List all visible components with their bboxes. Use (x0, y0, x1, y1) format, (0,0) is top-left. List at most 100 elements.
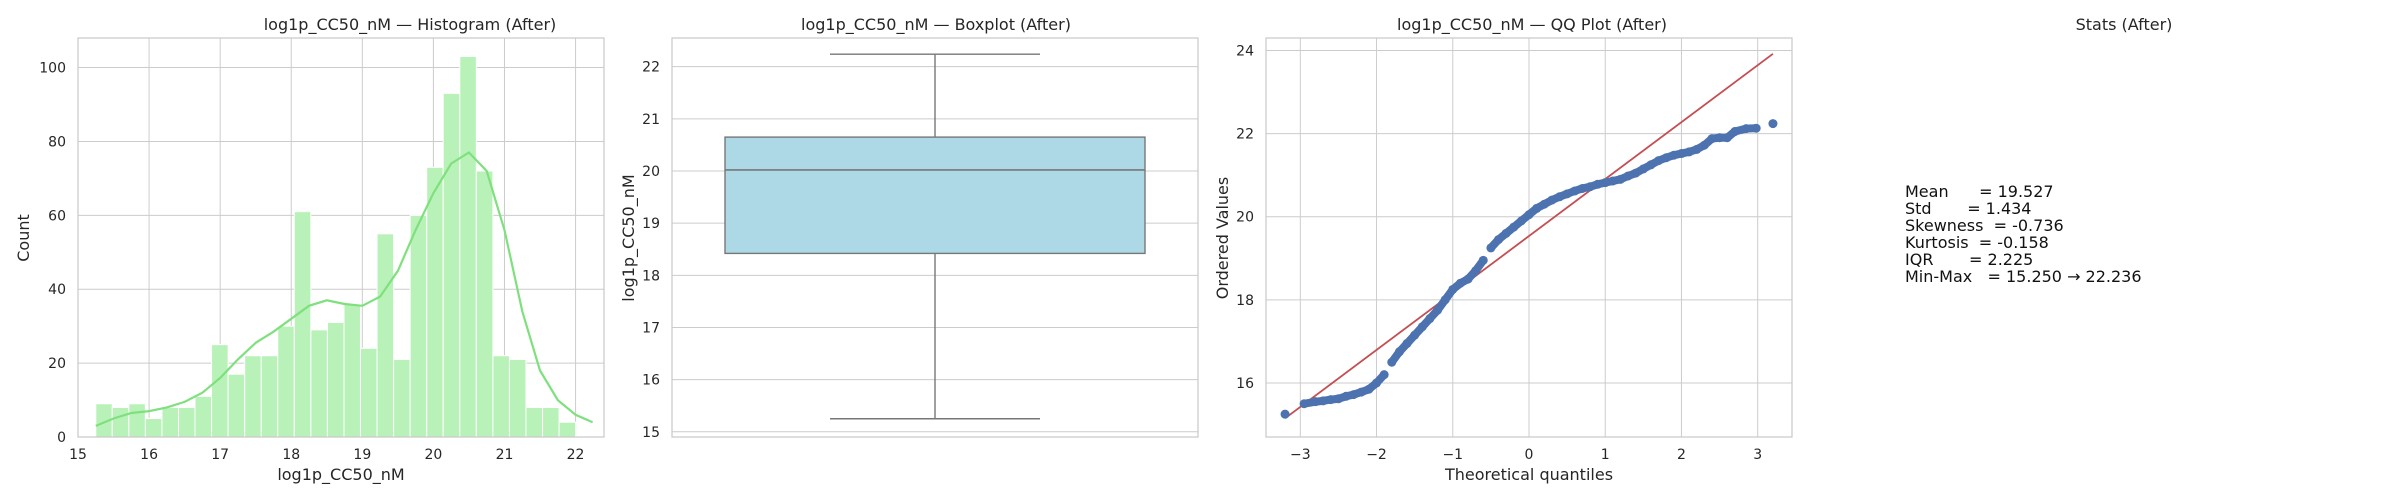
qqplot-point (1570, 186, 1580, 196)
qqplot-point (1356, 387, 1366, 397)
qqplot-point (1494, 235, 1504, 245)
boxplot-y-ticks: 15 16 17 18 19 20 21 22 (642, 60, 660, 441)
histogram-bar (426, 166, 444, 438)
boxplot-y-label: log1p_CC50_nM (619, 174, 639, 301)
qqplot-point (1654, 156, 1664, 166)
histogram-bar (128, 403, 146, 438)
qqplot-point (1410, 330, 1420, 340)
qqplot-point (1448, 284, 1458, 294)
boxplot-y-tick-label: 22 (642, 60, 660, 76)
histogram-x-tick-label: 21 (496, 447, 514, 463)
qqplot-x-tick-label: −3 (1290, 447, 1311, 463)
qqplot-point (1433, 305, 1443, 315)
qqplot-y-tick-label: 16 (1236, 376, 1254, 392)
qqplot-point (1661, 153, 1671, 163)
histogram-bar (459, 55, 477, 438)
qqplot-point (1333, 394, 1343, 404)
histogram-panel: log1p_CC50_nM — Histogram (After) 15 16 17… (14, 15, 605, 485)
qqplot-point (1608, 176, 1618, 186)
qqplot-point (1768, 119, 1778, 129)
stats-line: Skewness = -0.736 (1905, 216, 2064, 235)
boxplot-title: log1p_CC50_nM — Boxplot (After) (801, 15, 1071, 35)
histogram-bar (343, 303, 361, 438)
qqplot-point (1638, 164, 1648, 174)
histogram-bar (260, 355, 279, 438)
histogram-bar (178, 406, 196, 438)
boxplot-panel: log1p_CC50_nM — Boxplot (After) 15 16 17 18… (619, 15, 1199, 441)
histogram-bar (244, 355, 262, 438)
qqplot-point (1311, 397, 1321, 407)
qqplot-point (1539, 199, 1549, 209)
histogram-x-tick-label: 18 (282, 447, 300, 463)
qqplot-point (1516, 216, 1526, 226)
qqplot-title: log1p_CC50_nM — QQ Plot (After) (1397, 15, 1667, 35)
qqplot-point (1402, 338, 1412, 348)
qqplot-y-tick-label: 24 (1236, 43, 1254, 59)
qqplot-point (1600, 178, 1610, 188)
qqplot-point (1707, 134, 1717, 144)
boxplot-y-tick-label: 15 (642, 425, 660, 441)
qqplot-point (1372, 378, 1382, 388)
histogram-bar (542, 406, 560, 438)
boxplot-iqr-box (724, 136, 1146, 255)
qqplot-point (1387, 357, 1397, 367)
qqplot-point (1524, 210, 1534, 220)
histogram-bar (277, 325, 295, 438)
boxplot-box (724, 53, 1146, 420)
qqplot-point (1425, 314, 1435, 324)
qqplot-point (1532, 203, 1542, 213)
histogram-bar (558, 421, 577, 438)
qqplot-x-tick-label: 2 (1677, 447, 1686, 463)
qqplot-point (1730, 127, 1740, 137)
qqplot-y-label: Ordered Values (1213, 177, 1232, 299)
histogram-y-tick-label: 40 (48, 282, 66, 298)
histogram-bar (492, 355, 510, 438)
boxplot-frame (671, 37, 1199, 438)
boxplot-y-tick-label: 18 (642, 268, 660, 284)
histogram-bar (194, 395, 213, 438)
qqplot-point (1547, 195, 1557, 205)
histogram-frame (77, 37, 605, 438)
qqplot-point (1341, 391, 1351, 401)
histogram-x-tick-label: 19 (353, 447, 371, 463)
histogram-bar (111, 406, 130, 438)
histogram-bar (144, 418, 163, 438)
qqplot-point (1631, 168, 1641, 178)
qqplot-x-tick-label: −2 (1366, 447, 1387, 463)
histogram-bar (293, 211, 312, 438)
histogram-y-label: Count (14, 214, 33, 262)
histogram-x-ticks: 15 16 17 18 19 20 21 22 (69, 447, 584, 463)
qqplot-point (1676, 149, 1686, 159)
qqplot-point (1471, 266, 1481, 276)
histogram-bar (310, 329, 328, 438)
histogram-y-ticks: 0 20 40 60 80 100 (39, 61, 66, 446)
qqplot-frame (1265, 37, 1793, 438)
qqplot-x-label: Theoretical quantiles (1444, 465, 1613, 484)
boxplot-y-tick-label: 21 (642, 112, 660, 128)
histogram-bar (376, 233, 395, 438)
qqplot-point (1692, 144, 1702, 154)
qqplot-point (1585, 182, 1595, 192)
stats-line: Kurtosis = -0.158 (1905, 233, 2049, 252)
qqplot-point (1364, 384, 1374, 394)
qqplot-point (1615, 174, 1625, 184)
histogram-x-tick-label: 16 (140, 447, 158, 463)
stats-line: Std = 1.434 (1905, 199, 2031, 218)
qqplot-point (1741, 124, 1751, 134)
histogram-x-tick-label: 15 (69, 447, 87, 463)
histogram-x-tick-label: 17 (211, 447, 229, 463)
stats-line: IQR = 2.225 (1905, 250, 2033, 269)
histogram-bar (525, 406, 544, 438)
qqplot-point (1593, 179, 1603, 189)
histogram-x-label: log1p_CC50_nM (277, 465, 404, 485)
qqplot-point (1299, 399, 1309, 409)
histogram-kde-curve (95, 151, 594, 427)
histogram-x-tick-label: 20 (424, 447, 442, 463)
qqplot-point (1554, 192, 1564, 202)
qqplot-point (1722, 133, 1732, 143)
qqplot-y-tick-label: 20 (1236, 210, 1254, 226)
histogram-y-tick-label: 100 (39, 61, 66, 77)
